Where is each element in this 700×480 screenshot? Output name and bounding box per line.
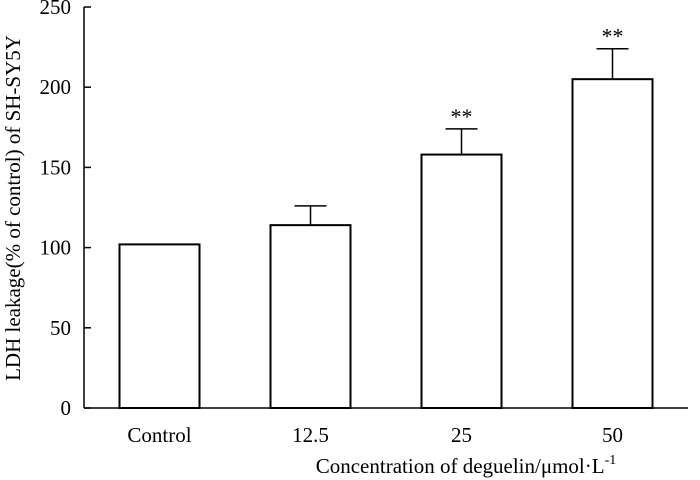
x-axis-title-superscript: -1 [605, 453, 617, 468]
x-tick-label-50: 50 [602, 423, 623, 447]
y-axis-ticks: 0 50 100 150 200 250 [40, 0, 91, 420]
bar-25 [420, 153, 503, 409]
y-tick-label-150: 150 [40, 155, 72, 179]
y-tick-label-250: 250 [40, 0, 72, 19]
x-axis-ticks: Control 12.5 25 50 [127, 423, 623, 447]
x-tick-label-12.5: 12.5 [292, 423, 329, 447]
significance-25: ** [451, 104, 473, 129]
y-tick-label-50: 50 [50, 316, 71, 340]
x-tick-label-25: 25 [451, 423, 472, 447]
x-tick-label-Control: Control [127, 423, 191, 447]
x-axis-title: Concentration of deguelin/μmol·L-1 [316, 453, 617, 478]
y-axis-title: LDH leakage(% of control) of SH-SY5Y [1, 35, 25, 381]
y-tick-label-200: 200 [40, 75, 72, 99]
bar-50 [571, 78, 654, 410]
y-tick-label-0: 0 [61, 396, 72, 420]
bar-Control [118, 243, 201, 409]
y-tick-label-100: 100 [40, 236, 72, 260]
bars: ** ** [118, 24, 654, 410]
x-axis-title-text: Concentration of deguelin/μmol·L [316, 454, 605, 478]
significance-50: ** [602, 24, 624, 49]
bar-12.5 [269, 224, 352, 409]
